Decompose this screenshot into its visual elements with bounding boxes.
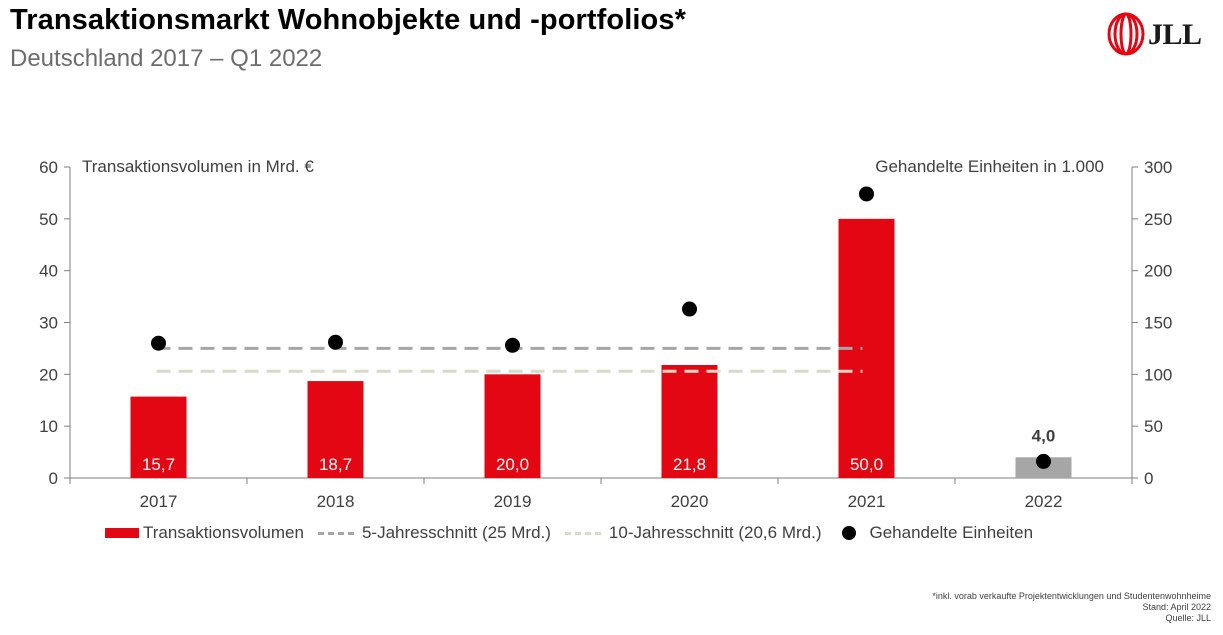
x-axis-tick-label: 2022 [1025,492,1063,511]
footnote-text: *inkl. vorab verkaufte Projektentwicklun… [932,591,1211,601]
right-axis-tick-label: 50 [1144,417,1163,436]
chart-area: 0 10 20 30 40 50 60 0 50 100 150 200 250 300 2017 2018 2… [39,157,1172,511]
footnote-source: Quelle: JLL [1165,613,1211,623]
left-axis-label: Transaktionsvolumen in Mrd. € [82,157,314,176]
point-2020 [682,301,697,317]
left-axis-tick-label: 20 [39,365,58,384]
x-axis-tick-label: 2017 [140,492,178,511]
legend-item-transaktionsvolumen: Transaktionsvolumen [105,523,304,543]
legend-label: Gehandelte Einheiten [869,523,1034,542]
right-axis-tick-label: 100 [1144,365,1172,384]
bar-value-label: 21,8 [673,455,706,474]
footnote-stand: Stand: April 2022 [1142,602,1211,612]
logo-wordmark: JLL [1148,18,1202,51]
right-axis-tick-label: 300 [1144,158,1172,177]
point-2022 [1036,453,1051,469]
x-axis-tick-label: 2021 [848,492,886,511]
right-axis-tick-label: 150 [1144,314,1172,333]
legend-swatch-bar [105,528,139,538]
x-axis-tick-label: 2020 [671,492,709,511]
bar-value-label: 4,0 [1032,426,1056,445]
legend-swatch-dash [564,531,601,535]
left-axis-tick-label: 30 [39,314,58,333]
footnotes: *inkl. vorab verkaufte Projektentwicklun… [932,591,1211,624]
right-axis-tick-label: 250 [1144,210,1172,229]
point-2017 [151,335,166,351]
legend-swatch-dash [317,531,354,535]
chart-subtitle: Deutschland 2017 – Q1 2022 [10,45,323,72]
bar-2019 [484,374,541,478]
left-axis-tick-label: 10 [39,417,58,436]
x-axis-tick-label: 2018 [317,492,355,511]
legend-item-5-jahresschnitt: 5-Jahresschnitt (25 Mrd.) [317,523,551,543]
chart-legend: Transaktionsvolumen 5-Jahresschnitt (25 … [105,521,1047,545]
bar-2017 [130,396,187,478]
right-axis-label: Gehandelte Einheiten in 1.000 [875,157,1104,176]
point-2019 [505,337,520,353]
legend-swatch-dot [841,526,856,540]
legend-item-gehandelte-einheiten: Gehandelte Einheiten [836,523,1034,543]
left-axis-tick-label: 50 [39,210,58,229]
point-2018 [328,334,343,350]
left-axis-tick-label: 0 [49,469,58,488]
legend-label: 10-Jahresschnitt (20,6 Mrd.) [608,523,822,542]
jll-logo-icon [1107,12,1145,56]
bar-value-label: 50,0 [850,455,883,474]
point-2021 [859,186,874,202]
bar-value-label: 15,7 [142,455,175,474]
bar-2020 [661,365,718,478]
chart-title: Transaktionsmarkt Wohnobjekte und -portf… [10,4,686,36]
right-axis-tick-label: 0 [1144,469,1153,488]
legend-label: 5-Jahresschnitt (25 Mrd.) [361,523,551,542]
bar-2018 [307,381,364,478]
left-axis-tick-label: 60 [39,158,58,177]
right-axis-tick-label: 200 [1144,262,1172,281]
legend-label: Transaktionsvolumen [143,523,304,542]
x-axis-tick-label: 2019 [494,492,532,511]
jll-logo: JLL [1106,12,1216,56]
left-axis-tick-label: 40 [39,262,58,281]
bar-value-label: 20,0 [496,455,529,474]
bar-value-label: 18,7 [319,455,352,474]
legend-item-10-jahresschnitt: 10-Jahresschnitt (20,6 Mrd.) [564,523,822,543]
